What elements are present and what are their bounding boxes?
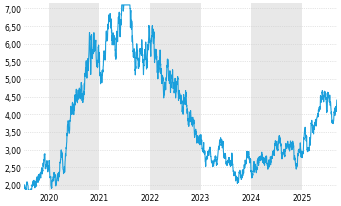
Bar <box>150 4 201 190</box>
Bar <box>49 4 100 190</box>
Bar <box>251 4 302 190</box>
